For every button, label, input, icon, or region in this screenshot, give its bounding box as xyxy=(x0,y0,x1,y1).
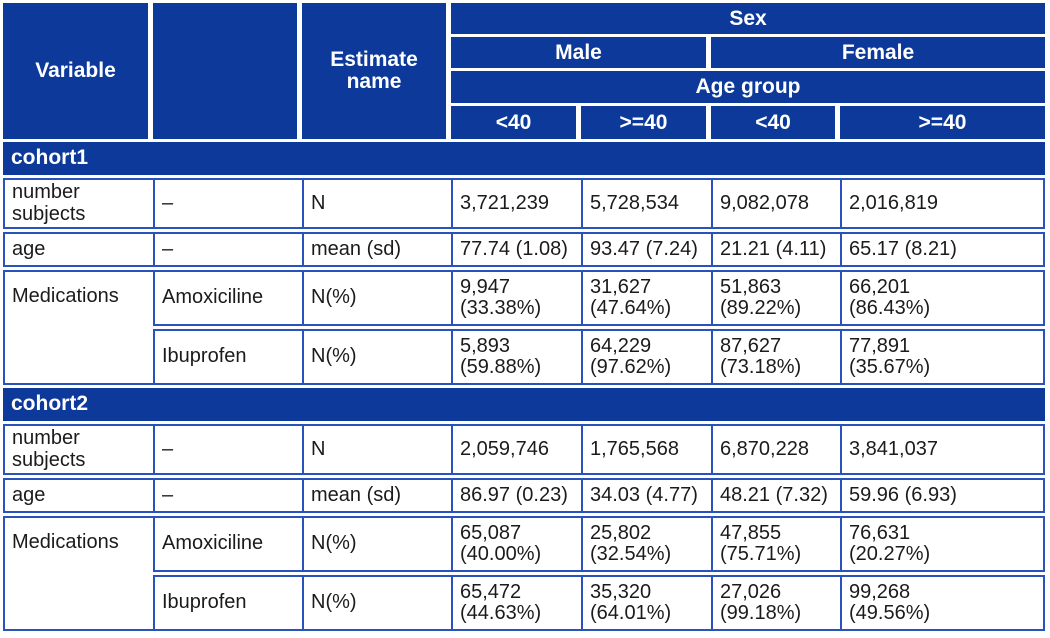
value-cell-male-ge40: 64,229 (97.62%) xyxy=(581,329,711,385)
value-cell-male-lt40: 9,947 (33.38%) xyxy=(451,270,581,326)
value-cell-male-ge40: 35,320 (64.01%) xyxy=(581,575,711,631)
header-cell-variable: Variable xyxy=(3,3,153,139)
table-row-cohort1-amoxiciline: Medications Amoxiciline N(%) 9,947 (33.3… xyxy=(3,270,1045,385)
estimate-cell: N xyxy=(302,424,451,475)
header-cell-female: Female xyxy=(711,37,1045,68)
header-row-age-cols: <40 >=40 <40 >=40 xyxy=(3,106,1045,139)
value-cell-male-lt40: 3,721,239 xyxy=(451,178,581,229)
table-row-cohort1-number-subjects: number subjects – N 3,721,239 5,728,534 … xyxy=(3,178,1045,229)
estimate-cell: N(%) xyxy=(302,575,451,631)
variable-cell: number subjects xyxy=(3,424,153,475)
value-cell-female-lt40: 9,082,078 xyxy=(711,178,840,229)
value-cell-female-lt40: 6,870,228 xyxy=(711,424,840,475)
table-row-cohort1-age: age – mean (sd) 77.74 (1.08) 93.47 (7.24… xyxy=(3,232,1045,267)
value-cell-male-ge40: 34.03 (4.77) xyxy=(581,478,711,513)
estimate-cell: N(%) xyxy=(302,516,451,572)
level-cell: – xyxy=(153,232,302,267)
header-row-age-group: Age group xyxy=(3,71,1045,103)
header-cell-blank xyxy=(153,3,302,139)
level-cell: – xyxy=(153,178,302,229)
value-cell-female-ge40: 76,631 (20.27%) xyxy=(840,516,1045,572)
header-cell-male-ge40: >=40 xyxy=(581,106,711,139)
value-cell-female-lt40: 47,855 (75.71%) xyxy=(711,516,840,572)
header-row-sex: Variable Estimate name Sex xyxy=(3,3,1045,139)
table-row-cohort2-number-subjects: number subjects – N 2,059,746 1,765,568 … xyxy=(3,424,1045,475)
value-cell-female-ge40: 66,201 (86.43%) xyxy=(840,270,1045,326)
value-cell-male-lt40: 77.74 (1.08) xyxy=(451,232,581,267)
value-cell-male-ge40: 1,765,568 xyxy=(581,424,711,475)
table-row-cohort2-amoxiciline: Medications Amoxiciline N(%) 65,087 (40.… xyxy=(3,516,1045,631)
estimate-cell: N(%) xyxy=(302,329,451,385)
level-cell: Amoxiciline xyxy=(153,270,302,326)
value-cell-female-lt40: 48.21 (7.32) xyxy=(711,478,840,513)
value-cell-female-ge40: 59.96 (6.93) xyxy=(840,478,1045,513)
table-row-cohort2-age: age – mean (sd) 86.97 (0.23) 34.03 (4.77… xyxy=(3,478,1045,513)
variable-cell-medications: Medications xyxy=(3,270,153,385)
section-band-cohort1: cohort1 xyxy=(3,142,1045,175)
variable-cell: age xyxy=(3,478,153,513)
section-band-cohort2: cohort2 xyxy=(3,388,1045,421)
level-cell: Ibuprofen xyxy=(153,329,302,385)
value-cell-male-lt40: 5,893 (59.88%) xyxy=(451,329,581,385)
estimate-cell: mean (sd) xyxy=(302,478,451,513)
value-cell-female-lt40: 27,026 (99.18%) xyxy=(711,575,840,631)
value-cell-female-ge40: 3,841,037 xyxy=(840,424,1045,475)
table-row-cohort1-ibuprofen: Ibuprofen N(%) 5,893 (59.88%) 64,229 (97… xyxy=(3,329,1045,385)
header-row-male-female: Male Female xyxy=(3,37,1045,68)
section-label: cohort1 xyxy=(3,142,1045,175)
header-cell-male: Male xyxy=(451,37,711,68)
variable-cell-medications: Medications xyxy=(3,516,153,631)
header-cell-male-lt40: <40 xyxy=(451,106,581,139)
estimate-cell: N xyxy=(302,178,451,229)
value-cell-female-lt40: 21.21 (4.11) xyxy=(711,232,840,267)
summary-table: Variable Estimate name Sex Male Female A… xyxy=(3,0,1045,634)
header-cell-age-group: Age group xyxy=(451,71,1045,103)
section-label: cohort2 xyxy=(3,388,1045,421)
level-cell: Amoxiciline xyxy=(153,516,302,572)
header-cell-female-ge40: >=40 xyxy=(840,106,1045,139)
header-cell-estimate-name: Estimate name xyxy=(302,3,451,139)
value-cell-male-ge40: 93.47 (7.24) xyxy=(581,232,711,267)
level-cell: Ibuprofen xyxy=(153,575,302,631)
variable-cell: number subjects xyxy=(3,178,153,229)
value-cell-male-lt40: 2,059,746 xyxy=(451,424,581,475)
value-cell-male-lt40: 86.97 (0.23) xyxy=(451,478,581,513)
value-cell-male-ge40: 25,802 (32.54%) xyxy=(581,516,711,572)
level-cell: – xyxy=(153,424,302,475)
value-cell-female-ge40: 2,016,819 xyxy=(840,178,1045,229)
value-cell-female-lt40: 87,627 (73.18%) xyxy=(711,329,840,385)
estimate-cell: mean (sd) xyxy=(302,232,451,267)
value-cell-male-ge40: 31,627 (47.64%) xyxy=(581,270,711,326)
variable-cell: age xyxy=(3,232,153,267)
value-cell-female-lt40: 51,863 (89.22%) xyxy=(711,270,840,326)
value-cell-male-ge40: 5,728,534 xyxy=(581,178,711,229)
value-cell-male-lt40: 65,087 (40.00%) xyxy=(451,516,581,572)
value-cell-female-ge40: 65.17 (8.21) xyxy=(840,232,1045,267)
level-cell: – xyxy=(153,478,302,513)
header-cell-sex: Sex xyxy=(451,3,1045,34)
table-row-cohort2-ibuprofen: Ibuprofen N(%) 65,472 (44.63%) 35,320 (6… xyxy=(3,575,1045,631)
value-cell-female-ge40: 99,268 (49.56%) xyxy=(840,575,1045,631)
value-cell-male-lt40: 65,472 (44.63%) xyxy=(451,575,581,631)
value-cell-female-ge40: 77,891 (35.67%) xyxy=(840,329,1045,385)
estimate-cell: N(%) xyxy=(302,270,451,326)
header-cell-female-lt40: <40 xyxy=(711,106,840,139)
